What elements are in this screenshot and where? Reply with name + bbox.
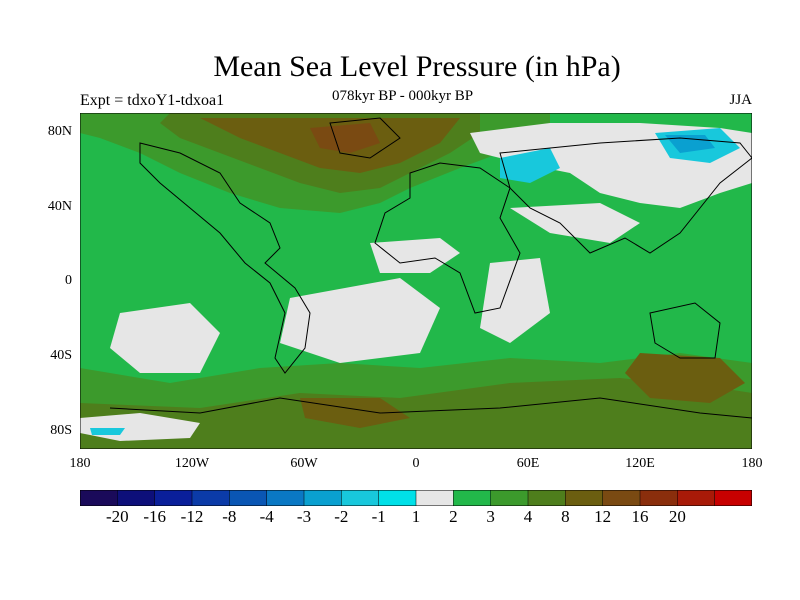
south-atlantic-grey [280, 278, 440, 363]
colorbar-label: 1 [411, 507, 421, 526]
indian-ocean-grey [480, 258, 550, 343]
colorbar-cell [490, 490, 529, 506]
eurasia-cyan-west [500, 148, 560, 183]
colorbar-label: 12 [594, 507, 612, 526]
colorbar-cell [527, 490, 567, 506]
lat-tick-80s: 80S [50, 423, 72, 438]
colorbar-label: -1 [371, 507, 386, 526]
colorbar-cell [415, 490, 455, 506]
colorbar-cell [602, 490, 641, 506]
colorbar-cell [303, 490, 343, 506]
lon-tick-180w: 180 [69, 456, 91, 471]
colorbar-cell [266, 490, 305, 506]
colorbar [80, 490, 752, 506]
sahara-grey [370, 238, 460, 273]
period-label: 078kyr BP - 000kyr BP [332, 88, 474, 104]
arctic-anomaly-peak [310, 123, 380, 153]
lon-tick-60e: 60E [516, 456, 540, 471]
season-label: JJA [729, 92, 752, 108]
colorbar-cell [378, 490, 417, 506]
colorbar-label: 4 [523, 507, 533, 526]
coastlines [109, 117, 752, 419]
colorbar-label: 8 [561, 507, 570, 526]
lat-tick-40n: 40N [47, 199, 72, 214]
colorbar-cell [453, 490, 492, 506]
lat-tick-40s: 40S [50, 348, 72, 363]
lon-tick-0: 0 [412, 456, 420, 471]
colorbar-label: 20 [668, 507, 686, 526]
colorbar-label: 3 [486, 507, 495, 526]
colorbar-cell [229, 490, 268, 506]
central-asia-grey [510, 203, 640, 243]
colorbar-label: -12 [180, 507, 204, 526]
lon-tick-120w: 120W [174, 456, 210, 471]
lat-tick-80n: 80N [47, 124, 72, 139]
lon-tick-60w: 60W [290, 456, 318, 471]
colorbar-label: -2 [334, 507, 349, 526]
map-title: Mean Sea Level Pressure (in hPa) [213, 50, 621, 83]
colorbar-cell [154, 490, 193, 506]
southern-ocean-band-mid [80, 378, 752, 449]
colorbar-cell [639, 490, 679, 506]
colorbar-label: -8 [222, 507, 237, 526]
colorbar-label: 2 [449, 507, 458, 526]
lon-tick-120e: 120E [625, 456, 655, 471]
colorbar-cell [341, 490, 380, 506]
australia-high-anomaly [625, 353, 745, 403]
lat-tick-0: 0 [65, 273, 72, 288]
colorbar-cell [191, 490, 231, 506]
colorbar-cell [677, 490, 716, 506]
colorbar-cell [80, 490, 119, 506]
lon-tick-180e: 180 [741, 456, 763, 471]
pressure-map [80, 113, 752, 449]
colorbar-cell [117, 490, 156, 506]
colorbar-label: -20 [105, 507, 129, 526]
colorbar-label: -4 [259, 507, 274, 526]
colorbar-cell [565, 490, 604, 506]
south-pacific-grey [110, 303, 220, 373]
colorbar-label: -3 [296, 507, 312, 526]
colorbar-label: -16 [143, 507, 166, 526]
colorbar-label: 16 [631, 507, 649, 526]
experiment-label: Expt = tdxoY1-tdxoa1 [80, 92, 225, 109]
ross-sea-cyan [90, 428, 125, 435]
colorbar-cell [714, 490, 752, 506]
